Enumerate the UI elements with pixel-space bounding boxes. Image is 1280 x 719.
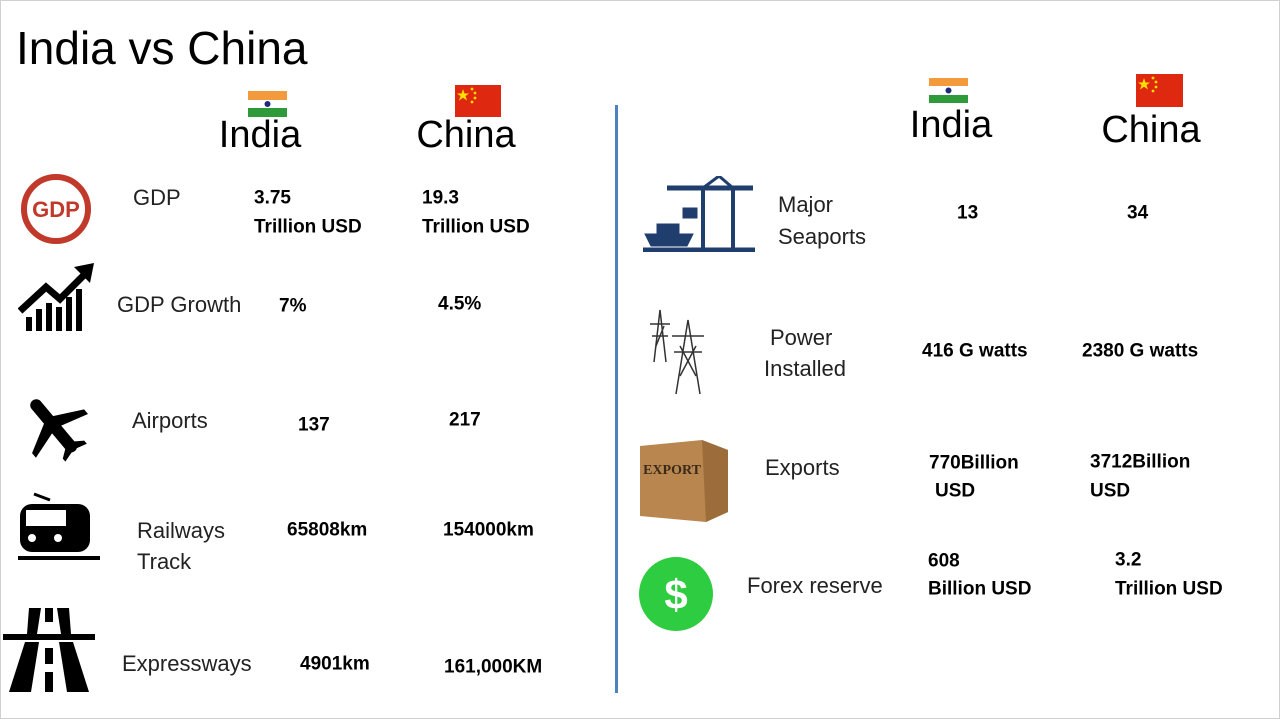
airplane-icon — [30, 399, 88, 462]
china-value: 3712Billion — [1090, 451, 1191, 473]
row-label: Railways — [137, 518, 226, 543]
gdp-icon: GDP — [21, 174, 91, 244]
row-label: GDP — [133, 185, 181, 210]
china-value: 217 — [449, 409, 481, 431]
india-value: 137 — [298, 414, 330, 436]
china-flag — [1136, 74, 1183, 107]
china-value: 4.5% — [438, 293, 482, 315]
china-flag — [455, 85, 501, 117]
india-value: 7% — [279, 295, 307, 317]
china-value: 3.2 — [1115, 549, 1142, 571]
india-flag — [929, 78, 968, 103]
india-value: 770Billion — [929, 452, 1019, 474]
china-value: 34 — [1127, 202, 1149, 224]
column-header: India — [909, 104, 993, 146]
train-icon — [18, 492, 100, 560]
india-value: 416 G watts — [922, 340, 1028, 362]
india-value: Trillion USD — [254, 216, 362, 238]
row-label: GDP Growth — [117, 292, 242, 317]
forex-icon: $ — [639, 557, 713, 631]
india-value: 608 — [928, 550, 960, 572]
divider — [615, 105, 618, 693]
china-value: Trillion USD — [422, 216, 530, 238]
india-value: 4901km — [300, 653, 370, 675]
india-value: 3.75 — [254, 187, 291, 209]
icon-text: EXPORT — [643, 463, 702, 478]
india-value: 13 — [957, 202, 979, 224]
india-value: Billion USD — [928, 578, 1032, 600]
china-value: 19.3 — [422, 187, 459, 209]
row-label: Track — [137, 549, 192, 574]
row-label: Major — [778, 192, 834, 217]
row-label: Airports — [132, 408, 208, 433]
icon-text: GDP — [32, 197, 80, 222]
icon-text: $ — [664, 571, 687, 618]
india-value: 65808km — [287, 519, 368, 541]
china-value: 161,000KM — [444, 656, 543, 678]
row-label: Power — [770, 325, 833, 350]
power-icon — [650, 309, 704, 395]
india-value: USD — [935, 480, 976, 502]
row-label: Forex reserve — [747, 573, 883, 598]
export-icon: EXPORT — [640, 440, 728, 522]
row-label: Installed — [764, 356, 846, 381]
china-value: 2380 G watts — [1082, 340, 1199, 362]
title: India vs China — [16, 22, 308, 74]
india-flag — [248, 91, 287, 117]
expressway-icon — [3, 608, 95, 692]
china-value: 154000km — [443, 519, 534, 541]
column-header: China — [416, 114, 516, 156]
china-value: USD — [1090, 480, 1131, 502]
row-label: Expressways — [122, 651, 252, 676]
growth-icon — [18, 263, 94, 331]
china-value: Trillion USD — [1115, 578, 1223, 600]
row-label: Seaports — [778, 224, 867, 249]
column-header: China — [1101, 109, 1201, 151]
seaport-icon — [643, 176, 755, 252]
row-label: Exports — [765, 455, 840, 480]
column-header: India — [218, 114, 302, 156]
